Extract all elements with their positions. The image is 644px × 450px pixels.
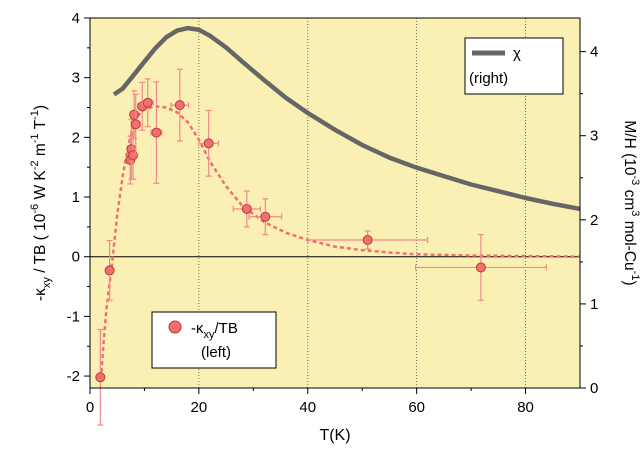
- point-marker-1: [104, 265, 115, 276]
- legend-kappa-marker: [168, 320, 182, 334]
- point-marker-10: [174, 100, 185, 111]
- chi-layer: [112, 25, 581, 212]
- y-left-tick-label-2: 2: [72, 129, 80, 146]
- series-chi-line: [112, 25, 581, 212]
- point-marker-8: [142, 97, 153, 108]
- data-point-12: [232, 190, 262, 228]
- fit-layer: [99, 105, 581, 380]
- grid-layer: [90, 18, 580, 388]
- data-point-8: [141, 78, 154, 128]
- point-marker-12: [241, 203, 252, 214]
- plot-frame: [89, 17, 581, 389]
- y-left-tick-label--2: -2: [67, 368, 80, 385]
- y-right-tick-label-0: 0: [590, 380, 598, 397]
- y-axis-right-label: M/H (10-3 cm3 mol-Cu-1): [621, 120, 641, 285]
- x-tick-label-80: 80: [517, 399, 534, 416]
- point-marker-11: [203, 138, 214, 149]
- y-right-tick-label-2: 2: [590, 212, 598, 229]
- legend-chi: χ (right): [464, 37, 564, 95]
- data-point-1: [104, 239, 115, 301]
- y-right-tick-label-1: 1: [590, 296, 598, 313]
- x-tick-label-40: 40: [299, 399, 316, 416]
- x-axis-label: T(K): [319, 427, 350, 444]
- point-marker-15: [475, 262, 486, 273]
- legend-chi-label: χ: [513, 45, 521, 62]
- legend-chi-box: [464, 37, 564, 95]
- y-left-tick-label-1: 1: [72, 189, 80, 206]
- data-point-15: [414, 234, 547, 301]
- point-marker-13: [260, 211, 271, 222]
- data-point-11: [198, 109, 220, 177]
- legend-chi-sublabel: (right): [469, 70, 508, 87]
- y-right-tick-label-4: 4: [590, 44, 598, 61]
- data-point-9: [150, 81, 163, 184]
- point-marker-14: [362, 235, 373, 245]
- point-marker-6: [130, 119, 141, 130]
- points-layer: [95, 68, 547, 426]
- point-marker-5: [129, 109, 140, 120]
- y-left-tick-label--1: -1: [67, 308, 80, 325]
- data-point-0: [95, 328, 106, 426]
- data-point-5: [129, 90, 140, 140]
- x-tick-label-0: 0: [86, 399, 94, 416]
- data-point-13: [248, 198, 283, 236]
- series-fit-line: [99, 105, 581, 380]
- point-marker-0: [95, 372, 106, 383]
- legend-kappa: -κxy/TB (left): [151, 311, 277, 369]
- x-tick-label-20: 20: [191, 399, 208, 416]
- legend-kappa-sublabel: (left): [201, 344, 231, 361]
- point-marker-9: [151, 127, 162, 138]
- y-axis-left-label: -κxy / TB ( 10-6 W K-2 m-1 T-1): [29, 105, 53, 301]
- y-left-tick-label-4: 4: [72, 10, 80, 27]
- data-point-14: [307, 230, 429, 250]
- y-right-tick-label-3: 3: [590, 128, 598, 145]
- data-point-6: [130, 93, 141, 155]
- legend-kappa-label: -κxy/TB: [191, 320, 238, 341]
- y-left-tick-label-0: 0: [72, 249, 80, 266]
- data-point-10: [170, 68, 190, 142]
- x-tick-label-60: 60: [408, 399, 425, 416]
- y-left-tick-label-3: 3: [72, 70, 80, 87]
